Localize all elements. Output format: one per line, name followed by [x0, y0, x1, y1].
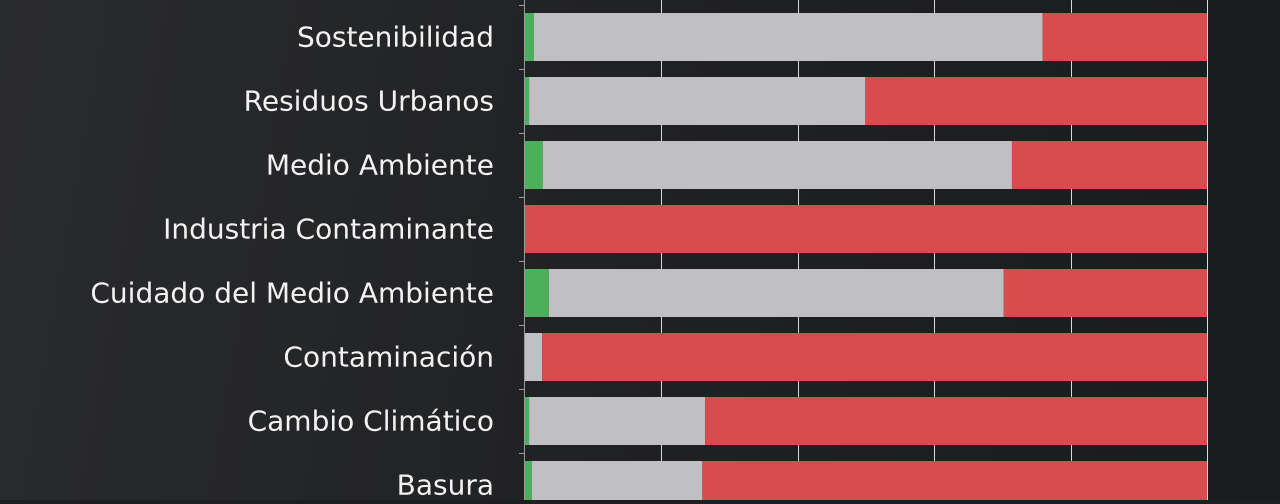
bar-segment-3-row-7 [705, 397, 1207, 445]
category-label: Contaminación [283, 341, 494, 374]
bar-segment-1-row-5 [525, 269, 549, 317]
bar-segment-1-row-1 [525, 13, 534, 61]
category-label: Cambio Climático [248, 405, 494, 438]
bar-segment-2-row-2 [529, 77, 866, 125]
bar-segment-1-row-3 [525, 141, 543, 189]
category-label: Basura [397, 469, 494, 501]
category-label: Cuidado del Medio Ambiente [90, 277, 494, 310]
bar-layer [525, 13, 1207, 504]
bar-segment-2-row-6 [525, 333, 543, 381]
bar-segment-3-row-8 [702, 461, 1207, 504]
category-label: Medio Ambiente [266, 149, 494, 182]
bar-segment-1-row-7 [525, 397, 530, 445]
bar-segment-3-row-6 [542, 333, 1207, 381]
category-label: Residuos Urbanos [244, 85, 494, 118]
category-labels: Sostenibilidad Residuos Urbanos Medio Ambi… [90, 21, 494, 502]
bar-segment-3-row-2 [865, 77, 1207, 125]
bar-segment-3-row-5 [1003, 269, 1207, 317]
bar-segment-3-row-1 [1042, 13, 1207, 61]
bar-segment-2-row-1 [533, 13, 1043, 61]
bar-segment-2-row-5 [548, 269, 1004, 317]
bar-segment-2-row-7 [529, 397, 706, 445]
bar-segment-1-row-2 [525, 77, 530, 125]
bar-segment-2-row-8 [531, 461, 703, 504]
bar-segment-3-row-3 [1011, 141, 1207, 189]
category-label: Sostenibilidad [297, 21, 494, 54]
bar-segment-2-row-3 [542, 141, 1012, 189]
bar-segment-1-row-8 [525, 461, 532, 504]
category-label: Industria Contaminante [163, 213, 494, 246]
bar-segment-3-row-4 [525, 205, 1207, 253]
